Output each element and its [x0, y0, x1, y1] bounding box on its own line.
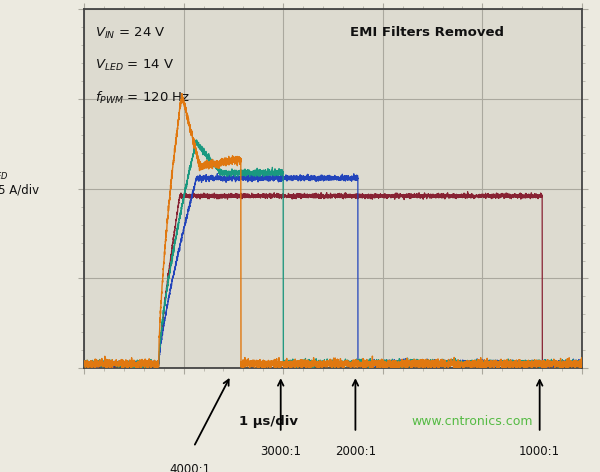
Text: 2000:1: 2000:1	[335, 445, 376, 458]
Text: $f_{PWM}$ = 120 Hz: $f_{PWM}$ = 120 Hz	[95, 90, 190, 106]
Text: www.cntronics.com: www.cntronics.com	[412, 415, 533, 428]
Text: 1 μs/div: 1 μs/div	[239, 415, 298, 428]
Text: 4000:1: 4000:1	[170, 463, 211, 472]
Text: $V_{LED}$ = 14 V: $V_{LED}$ = 14 V	[95, 58, 174, 73]
Text: $V_{IN}$ = 24 V: $V_{IN}$ = 24 V	[95, 25, 166, 41]
Text: $I_{LED}$
0.5 A/div: $I_{LED}$ 0.5 A/div	[0, 167, 39, 197]
Text: EMI Filters Removed: EMI Filters Removed	[350, 25, 505, 39]
Text: 3000:1: 3000:1	[260, 445, 301, 458]
Text: 1000:1: 1000:1	[519, 445, 560, 458]
